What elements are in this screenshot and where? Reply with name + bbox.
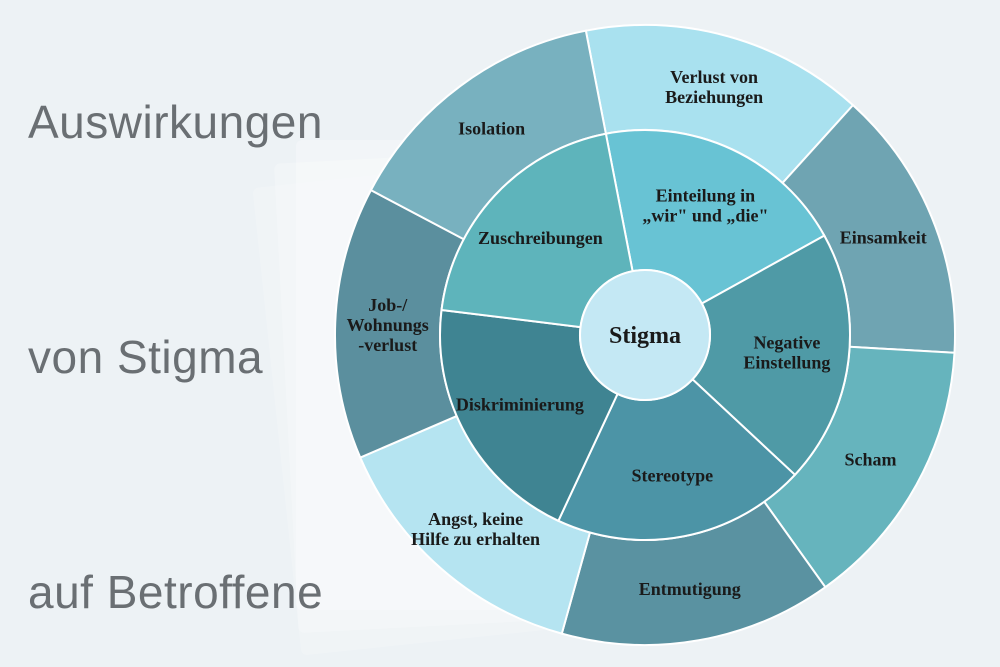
inner-segment-label-1: NegativeEinstellung bbox=[743, 333, 830, 373]
inner-segment-label-4: Zuschreibungen bbox=[478, 228, 603, 248]
center-label: Stigma bbox=[609, 323, 681, 349]
outer-segment-label-6: Isolation bbox=[458, 118, 525, 138]
title-line-1: Auswirkungen bbox=[28, 95, 323, 149]
outer-segment-label-1: Einsamkeit bbox=[840, 228, 927, 248]
outer-segment-label-3: Entmutigung bbox=[639, 579, 741, 599]
inner-segment-label-3: Diskriminierung bbox=[456, 395, 584, 415]
outer-segment-label-4: Angst, keineHilfe zu erhalten bbox=[411, 509, 540, 549]
outer-segment-label-2: Scham bbox=[845, 450, 897, 470]
title-line-3: auf Betroffene bbox=[28, 565, 323, 619]
infographic-container: Stigma Einteilung in„wir" und „die" Negati… bbox=[0, 0, 1000, 667]
inner-segment-label-2: Stereotype bbox=[631, 466, 713, 486]
inner-segment-label-0: Einteilung in„wir" und „die" bbox=[642, 186, 768, 226]
outer-segment-label-0: Verlust vonBeziehungen bbox=[665, 67, 763, 107]
title-line-2: von Stigma bbox=[28, 330, 263, 384]
